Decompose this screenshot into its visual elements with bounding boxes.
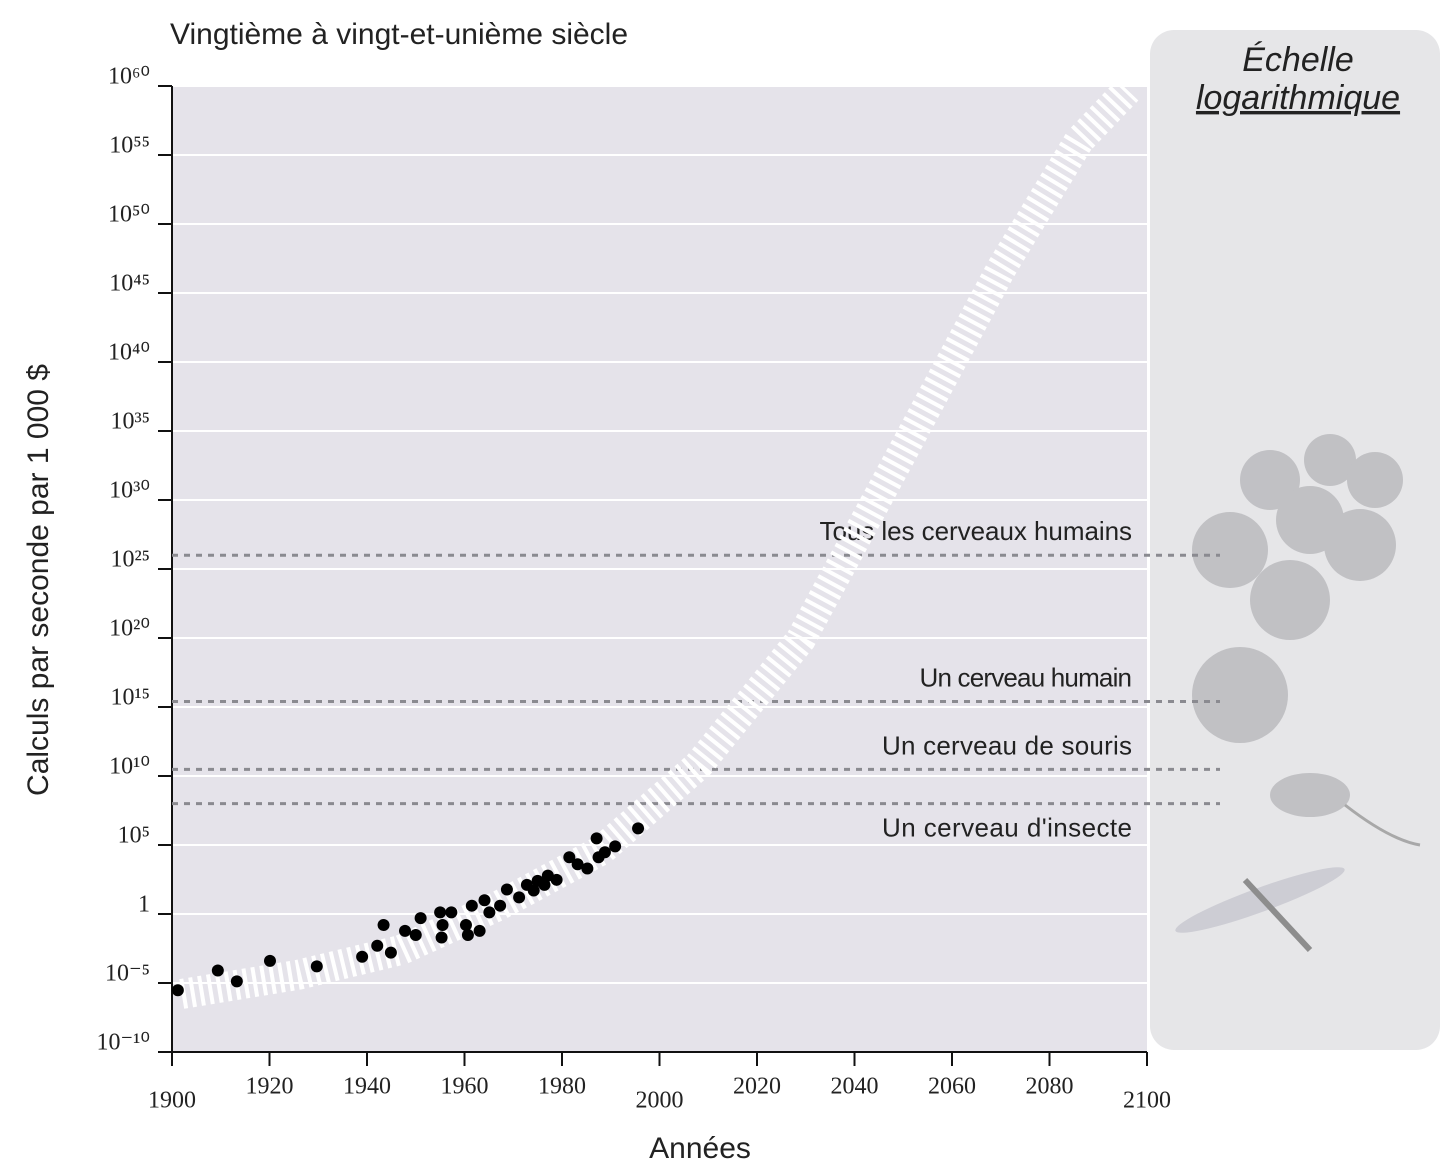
data-point	[461, 929, 474, 942]
y-tick-label: 1	[138, 892, 150, 918]
x-tick-label: 2060	[928, 1074, 976, 1100]
data-point	[478, 894, 491, 907]
data-point	[563, 851, 576, 864]
data-point	[609, 840, 622, 853]
data-point	[465, 899, 478, 912]
data-point	[371, 939, 384, 952]
reference-label: Un cerveau de souris	[882, 730, 1132, 760]
y-tick-label: 10³⁵	[110, 409, 150, 435]
data-point	[377, 918, 390, 931]
x-axis-label: Années	[649, 1132, 751, 1165]
data-point	[230, 975, 243, 988]
data-point	[538, 878, 551, 891]
y-tick-label: 10¹⁰	[109, 754, 150, 780]
panel-title: Échelle	[1242, 41, 1354, 79]
chart-title: Vingtième à vingt-et-unième siècle	[170, 18, 628, 51]
data-point	[571, 858, 584, 871]
x-tick-label: 1960	[441, 1074, 489, 1100]
data-point	[527, 884, 540, 897]
panel-illustrations	[1175, 434, 1421, 953]
x-tick-label: 2040	[831, 1074, 879, 1100]
data-point	[399, 924, 412, 937]
data-point	[356, 950, 369, 963]
trend-band	[179, 79, 1139, 1009]
x-tick-label: 2000	[636, 1088, 684, 1114]
data-point	[513, 891, 526, 904]
data-point	[473, 924, 486, 937]
data-point	[171, 984, 184, 997]
y-tick-label: 10⁻⁵	[105, 961, 150, 987]
data-point	[445, 906, 458, 919]
data-point	[384, 946, 397, 959]
x-tick-label: 1940	[343, 1074, 391, 1100]
reference-label: Un cerveau d'insecte	[882, 812, 1132, 842]
x-tick-label: 1920	[246, 1074, 294, 1100]
data-point	[409, 929, 422, 942]
data-point	[598, 846, 611, 859]
data-point	[590, 832, 603, 845]
data-point	[263, 954, 276, 967]
y-tick-label: 10¹⁵	[110, 685, 150, 711]
data-point	[434, 906, 447, 919]
data-point	[459, 918, 472, 931]
data-point	[414, 912, 427, 925]
y-axis-label: Calculs par seconde par 1 000 $	[22, 364, 55, 796]
reference-label: Un cerveau humain	[920, 662, 1133, 692]
y-tick-label: 10²⁰	[109, 616, 150, 642]
data-point	[435, 931, 448, 944]
y-tick-label: 10⁴⁵	[109, 271, 150, 297]
x-tick-label: 2100	[1123, 1088, 1171, 1114]
data-point	[436, 918, 449, 931]
data-point	[211, 964, 224, 977]
y-tick-label: 10⁶⁰	[108, 64, 150, 90]
data-point	[483, 906, 496, 919]
data-point	[632, 822, 645, 835]
x-tick-label: 2020	[733, 1074, 781, 1100]
x-tick-label: 1900	[148, 1088, 196, 1114]
y-tick-label: 10⁵⁰	[108, 202, 150, 228]
y-tick-label: 10⁵⁵	[109, 133, 150, 159]
panel-title: logarithmique	[1196, 79, 1400, 117]
x-tick-label: 2080	[1026, 1074, 1074, 1100]
data-point	[500, 883, 513, 896]
x-tick-label: 1980	[538, 1074, 586, 1100]
y-tick-label: 10²⁵	[110, 547, 150, 573]
data-point	[310, 960, 323, 973]
y-tick-label: 10⁵	[118, 823, 150, 849]
y-tick-label: 10⁻¹⁰	[97, 1030, 150, 1056]
data-point	[494, 899, 507, 912]
y-tick-label: 10⁴⁰	[108, 340, 150, 366]
y-tick-label: 10³⁰	[109, 478, 150, 504]
data-point	[581, 862, 594, 875]
data-point	[550, 873, 563, 886]
